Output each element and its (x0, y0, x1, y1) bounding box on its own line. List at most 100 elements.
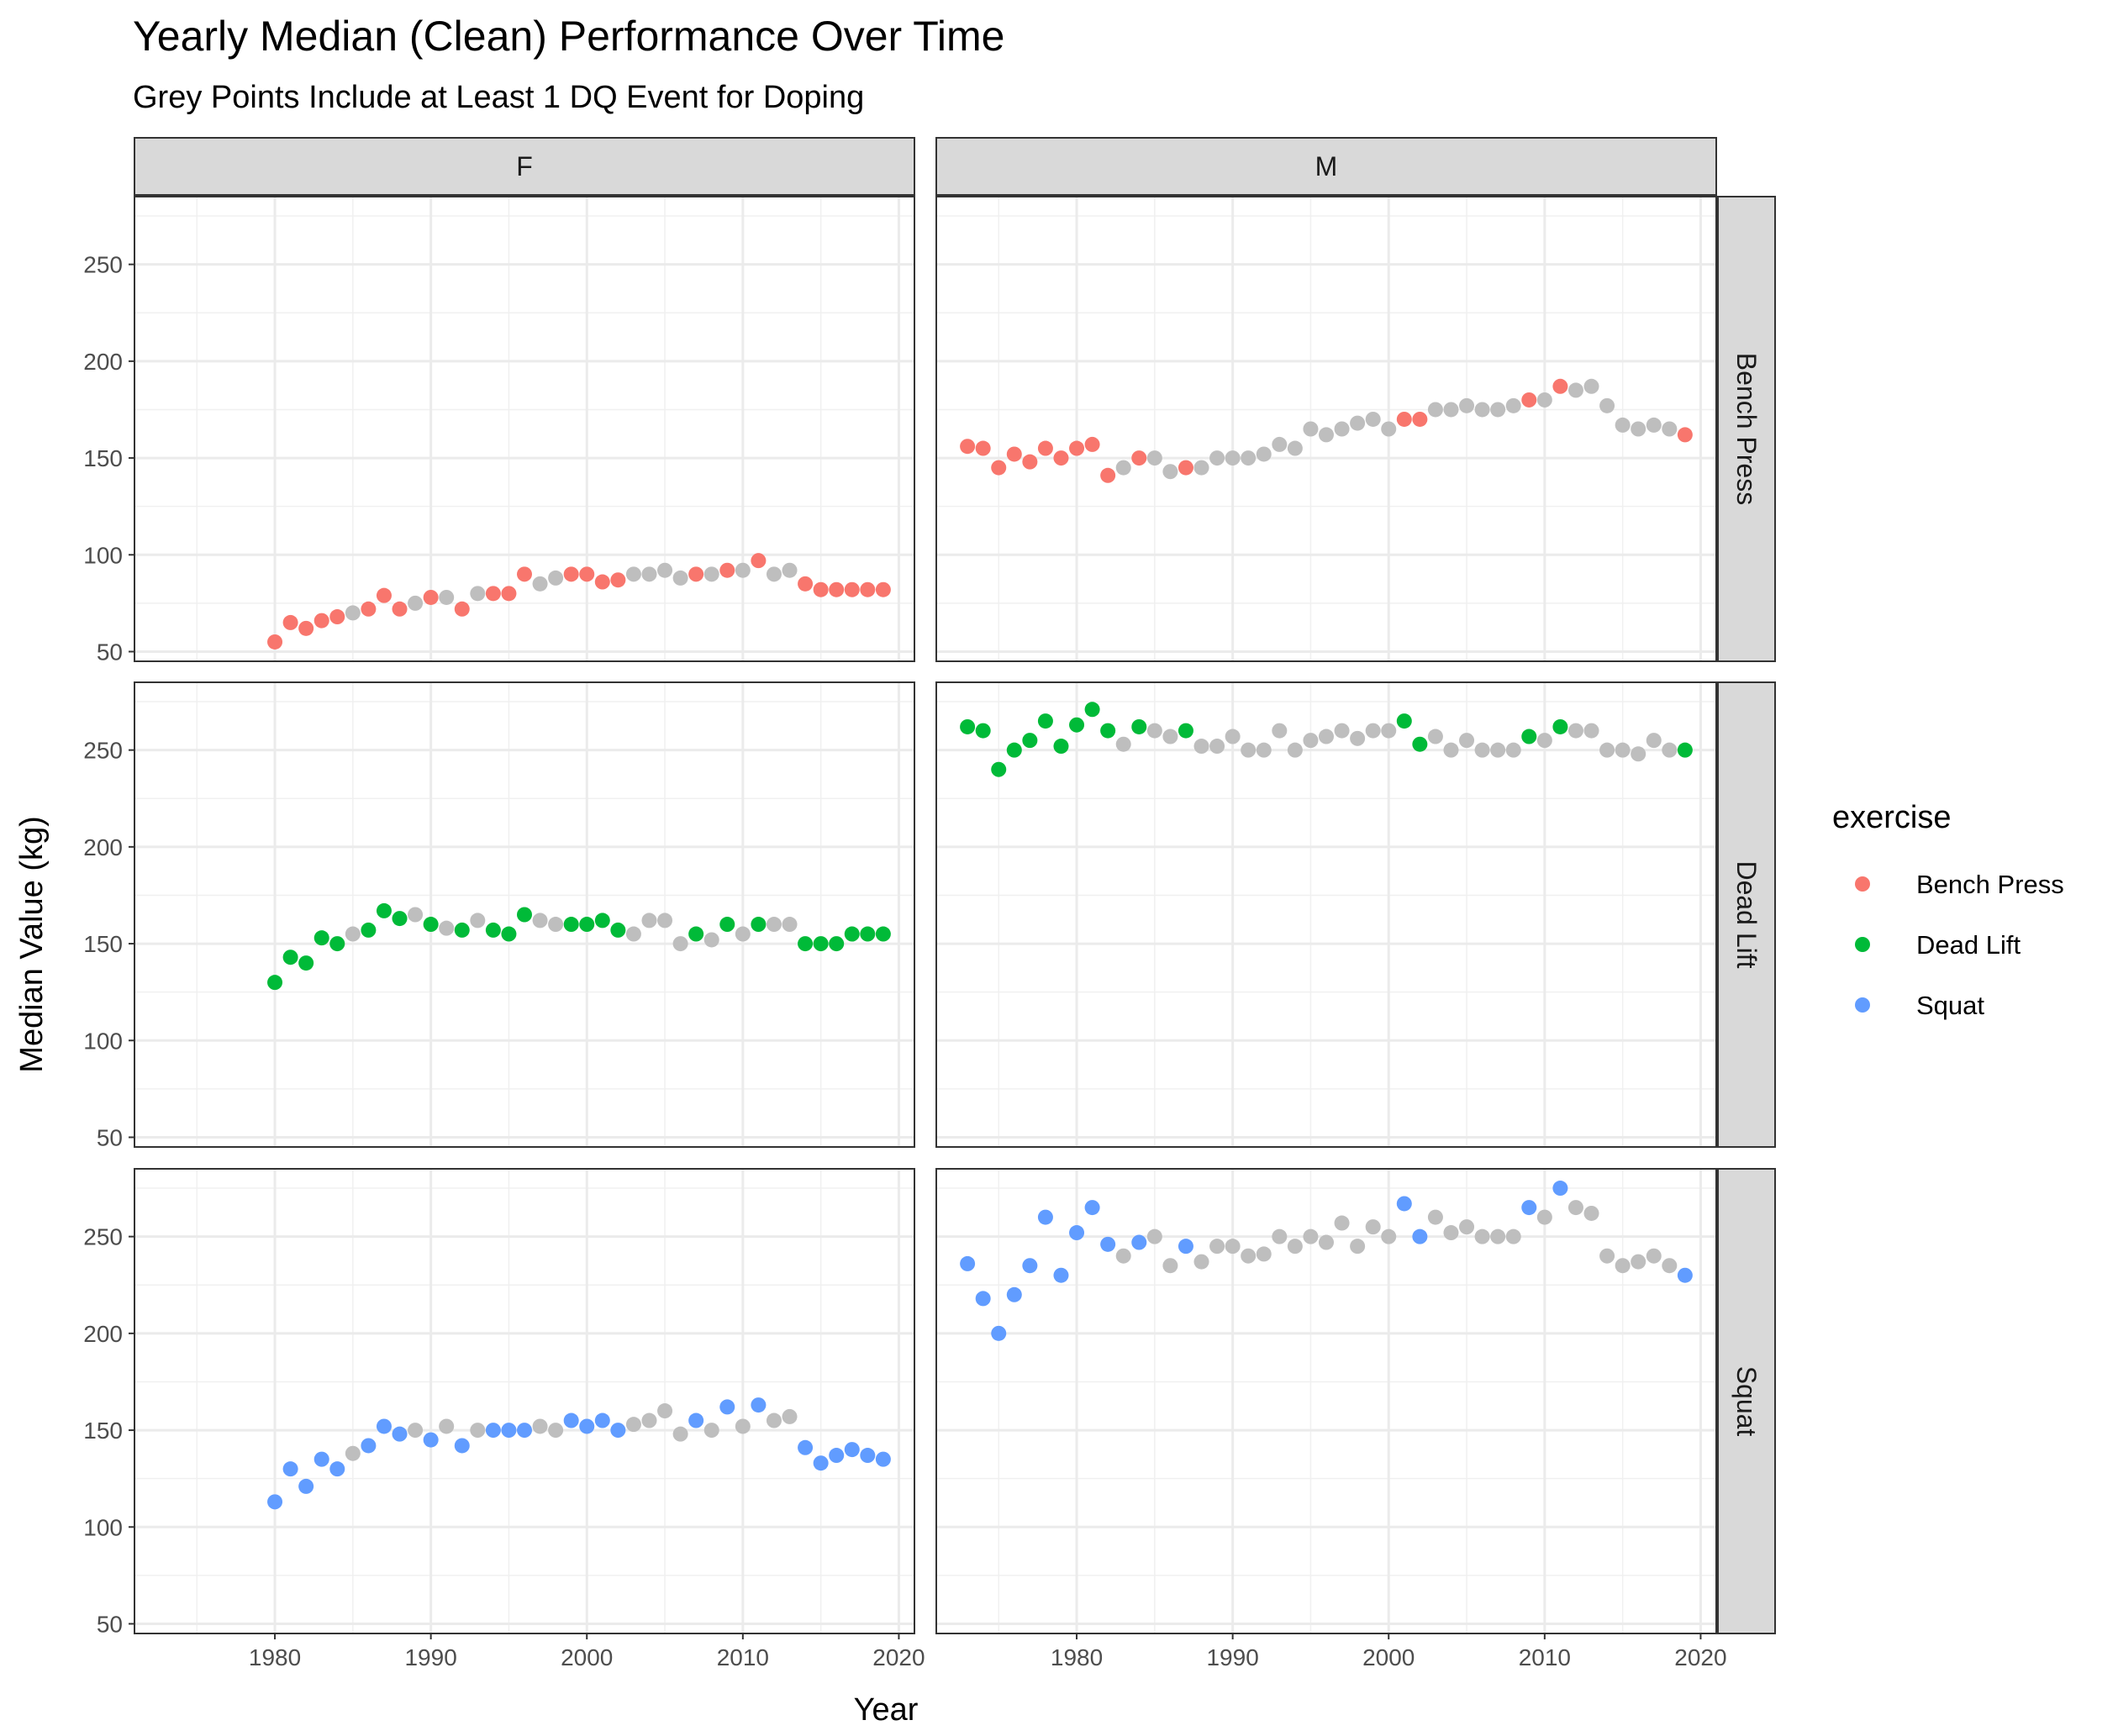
data-point-dead-lift (875, 926, 891, 942)
data-point-dq (408, 1423, 424, 1439)
data-point-squat (517, 1423, 532, 1439)
data-point-dq (625, 926, 641, 942)
data-point-squat (1396, 1196, 1412, 1212)
panel-f-bench-press (134, 196, 915, 662)
data-point-squat (485, 1423, 501, 1439)
data-point-dead-lift (485, 922, 501, 938)
chart-title: Yearly Median (Clean) Performance Over T… (133, 13, 1004, 60)
y-tick-label: 100 (83, 542, 123, 568)
data-point-dq (1646, 1248, 1662, 1264)
data-point-dq (1474, 402, 1490, 418)
data-point-squat (1053, 1267, 1069, 1283)
data-point-bench-press (392, 601, 408, 617)
data-point-dq (1427, 402, 1443, 418)
data-point-dead-lift (1677, 742, 1693, 758)
data-point-dq (672, 936, 688, 952)
data-point-dq (782, 1408, 798, 1424)
data-point-dq (1334, 421, 1350, 437)
data-point-squat (875, 1451, 891, 1467)
data-point-bench-press (267, 634, 283, 650)
data-point-bench-press (1552, 378, 1568, 394)
data-point-dq (470, 913, 486, 928)
data-point-dq (1646, 417, 1662, 433)
data-point-dq (548, 917, 564, 933)
data-point-bench-press (1521, 392, 1537, 408)
data-point-dq (1505, 1228, 1521, 1244)
panel-f-squat (134, 1168, 915, 1634)
data-point-squat (1037, 1209, 1053, 1225)
x-tick-label: 1990 (1206, 1644, 1258, 1670)
data-point-dq (1615, 742, 1631, 758)
data-point-dq (1443, 1225, 1459, 1241)
data-point-squat (1412, 1228, 1428, 1244)
data-point-dq (1272, 436, 1288, 452)
data-point-bench-press (1131, 450, 1147, 466)
data-point-dq (1381, 1228, 1397, 1244)
data-point-bench-press (1412, 411, 1428, 427)
data-point-squat (313, 1451, 329, 1467)
data-point-squat (844, 1442, 860, 1458)
data-point-squat (423, 1432, 439, 1448)
data-point-bench-press (960, 439, 976, 455)
data-point-dq (1599, 742, 1615, 758)
data-point-dead-lift (1396, 713, 1412, 729)
data-point-dq (1536, 392, 1552, 408)
data-point-bench-press (594, 574, 610, 590)
data-point-squat (594, 1412, 610, 1428)
data-point-dq (1567, 723, 1583, 739)
facet-strip-bench-press (1717, 196, 1776, 662)
facet-strip-label-f: F (516, 151, 533, 181)
data-point-dq (1319, 1234, 1334, 1250)
data-point-bench-press (501, 586, 517, 602)
data-point-dead-lift (517, 907, 532, 923)
data-point-dq (1459, 397, 1475, 413)
data-point-bench-press (313, 613, 329, 629)
data-point-squat (1069, 1225, 1085, 1241)
data-point-bench-press (517, 566, 532, 582)
data-point-dq (657, 913, 673, 928)
data-point-dead-lift (991, 761, 1007, 777)
data-point-squat (1006, 1286, 1022, 1302)
panel-m-bench-press (935, 196, 1717, 662)
data-point-dq (439, 920, 455, 936)
y-tick-label: 50 (97, 1124, 123, 1150)
data-point-bench-press (1100, 467, 1116, 483)
data-point-dead-lift (361, 922, 377, 938)
x-tick-label: 1990 (404, 1644, 456, 1670)
panel-background (134, 1169, 914, 1633)
data-point-dq (1631, 421, 1646, 437)
data-point-dq (766, 1412, 782, 1428)
data-point-dq (641, 566, 657, 582)
data-point-dead-lift (329, 936, 345, 952)
y-axis-title: Median Value (kg) (14, 816, 50, 1073)
legend-key-bench-press (1855, 876, 1870, 892)
data-point-dq (1365, 1219, 1381, 1235)
data-point-dq (1646, 733, 1662, 749)
data-point-dq (1490, 742, 1506, 758)
data-point-dead-lift (1552, 718, 1568, 734)
panel-border (935, 196, 1717, 662)
panel-background (134, 197, 914, 661)
data-point-dq (1365, 411, 1381, 427)
data-point-dq (1225, 729, 1241, 744)
data-point-dead-lift (860, 926, 876, 942)
data-point-dq (1115, 1248, 1131, 1264)
facet-strip-f (134, 137, 915, 196)
data-point-bench-press (563, 566, 579, 582)
data-point-dq (1256, 446, 1272, 462)
data-point-dq (439, 589, 455, 605)
data-point-dead-lift (1053, 739, 1069, 755)
data-point-bench-press (361, 601, 377, 617)
data-point-dq (1662, 742, 1678, 758)
data-point-squat (329, 1461, 345, 1477)
data-point-dead-lift (1069, 717, 1085, 733)
y-tick-label: 50 (97, 639, 123, 665)
data-point-bench-press (844, 581, 860, 597)
data-point-bench-press (1084, 436, 1100, 452)
data-point-squat (991, 1325, 1007, 1341)
data-point-dq (1287, 742, 1303, 758)
data-point-dq (1459, 1219, 1475, 1235)
data-point-bench-press (423, 589, 439, 605)
data-point-dq (782, 917, 798, 933)
data-point-dead-lift (267, 975, 283, 991)
